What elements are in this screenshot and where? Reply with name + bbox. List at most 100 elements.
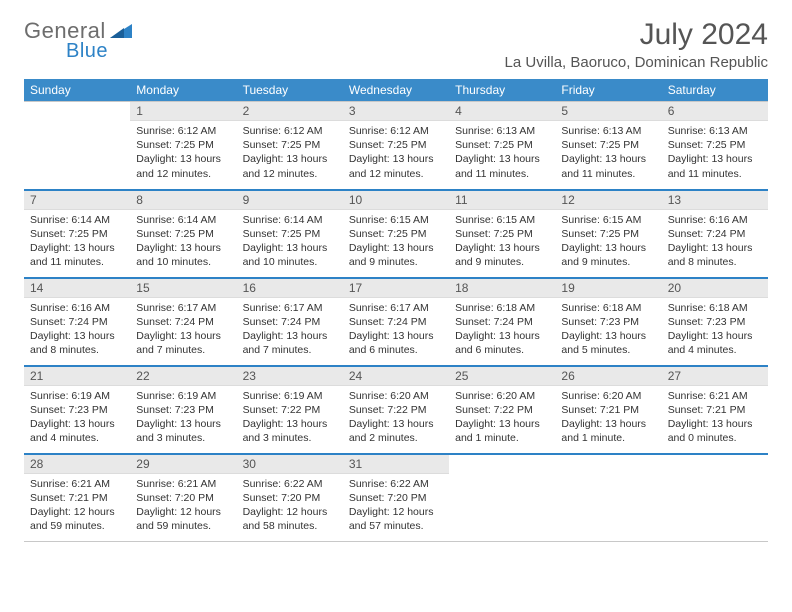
calendar-day-cell: 5Sunrise: 6:13 AMSunset: 7:25 PMDaylight…: [555, 102, 661, 190]
sunrise-text: Sunrise: 6:17 AM: [136, 301, 230, 315]
day-number: 24: [343, 367, 449, 386]
sunrise-text: Sunrise: 6:18 AM: [561, 301, 655, 315]
calendar-day-cell: 7Sunrise: 6:14 AMSunset: 7:25 PMDaylight…: [24, 190, 130, 278]
sunset-text: Sunset: 7:25 PM: [561, 227, 655, 241]
day-number: 23: [237, 367, 343, 386]
sunrise-text: Sunrise: 6:20 AM: [349, 389, 443, 403]
day-number: 26: [555, 367, 661, 386]
day-number: 7: [24, 191, 130, 210]
sunset-text: Sunset: 7:22 PM: [455, 403, 549, 417]
day-detail: Sunrise: 6:20 AMSunset: 7:22 PMDaylight:…: [449, 386, 555, 450]
day-detail: Sunrise: 6:22 AMSunset: 7:20 PMDaylight:…: [343, 474, 449, 538]
daylight-text: Daylight: 13 hours and 0 minutes.: [668, 417, 762, 445]
day-number: [24, 102, 130, 106]
sunset-text: Sunset: 7:25 PM: [668, 138, 762, 152]
day-detail: Sunrise: 6:19 AMSunset: 7:22 PMDaylight:…: [237, 386, 343, 450]
sunrise-text: Sunrise: 6:15 AM: [561, 213, 655, 227]
day-number: 12: [555, 191, 661, 210]
day-detail: Sunrise: 6:18 AMSunset: 7:23 PMDaylight:…: [555, 298, 661, 362]
sunrise-text: Sunrise: 6:18 AM: [455, 301, 549, 315]
sunrise-text: Sunrise: 6:21 AM: [30, 477, 124, 491]
sunset-text: Sunset: 7:20 PM: [136, 491, 230, 505]
day-detail: Sunrise: 6:12 AMSunset: 7:25 PMDaylight:…: [343, 121, 449, 185]
sunrise-text: Sunrise: 6:18 AM: [668, 301, 762, 315]
calendar-day-cell: 11Sunrise: 6:15 AMSunset: 7:25 PMDayligh…: [449, 190, 555, 278]
sunset-text: Sunset: 7:20 PM: [243, 491, 337, 505]
day-number: 29: [130, 455, 236, 474]
daylight-text: Daylight: 13 hours and 12 minutes.: [243, 152, 337, 180]
day-detail: Sunrise: 6:21 AMSunset: 7:21 PMDaylight:…: [24, 474, 130, 538]
day-number: [449, 455, 555, 459]
sunset-text: Sunset: 7:25 PM: [243, 138, 337, 152]
sunset-text: Sunset: 7:22 PM: [349, 403, 443, 417]
daylight-text: Daylight: 13 hours and 12 minutes.: [136, 152, 230, 180]
sunrise-text: Sunrise: 6:12 AM: [243, 124, 337, 138]
day-detail: Sunrise: 6:14 AMSunset: 7:25 PMDaylight:…: [130, 210, 236, 274]
day-number: 30: [237, 455, 343, 474]
location-text: La Uvilla, Baoruco, Dominican Republic: [505, 54, 768, 71]
day-number: [662, 455, 768, 459]
day-detail: Sunrise: 6:16 AMSunset: 7:24 PMDaylight:…: [662, 210, 768, 274]
sunrise-text: Sunrise: 6:14 AM: [30, 213, 124, 227]
sunrise-text: Sunrise: 6:12 AM: [349, 124, 443, 138]
day-number: 6: [662, 102, 768, 121]
sunset-text: Sunset: 7:21 PM: [30, 491, 124, 505]
brand-name-2: Blue: [66, 40, 108, 63]
day-detail: Sunrise: 6:13 AMSunset: 7:25 PMDaylight:…: [662, 121, 768, 185]
calendar-day-cell: 8Sunrise: 6:14 AMSunset: 7:25 PMDaylight…: [130, 190, 236, 278]
calendar-day-cell: 15Sunrise: 6:17 AMSunset: 7:24 PMDayligh…: [130, 278, 236, 366]
brand-triangle-icon: [110, 20, 132, 43]
sunrise-text: Sunrise: 6:17 AM: [243, 301, 337, 315]
calendar-day-cell: 25Sunrise: 6:20 AMSunset: 7:22 PMDayligh…: [449, 366, 555, 454]
daylight-text: Daylight: 13 hours and 10 minutes.: [136, 241, 230, 269]
calendar-day-cell: 19Sunrise: 6:18 AMSunset: 7:23 PMDayligh…: [555, 278, 661, 366]
calendar-day-cell: 31Sunrise: 6:22 AMSunset: 7:20 PMDayligh…: [343, 454, 449, 542]
day-number: 11: [449, 191, 555, 210]
daylight-text: Daylight: 13 hours and 7 minutes.: [136, 329, 230, 357]
calendar-week-row: 28Sunrise: 6:21 AMSunset: 7:21 PMDayligh…: [24, 454, 768, 542]
calendar-day-cell: 9Sunrise: 6:14 AMSunset: 7:25 PMDaylight…: [237, 190, 343, 278]
calendar-body: 1Sunrise: 6:12 AMSunset: 7:25 PMDaylight…: [24, 102, 768, 542]
daylight-text: Daylight: 13 hours and 8 minutes.: [30, 329, 124, 357]
day-number: 21: [24, 367, 130, 386]
daylight-text: Daylight: 13 hours and 1 minute.: [561, 417, 655, 445]
calendar-table: Sunday Monday Tuesday Wednesday Thursday…: [24, 79, 768, 542]
sunrise-text: Sunrise: 6:21 AM: [136, 477, 230, 491]
sunset-text: Sunset: 7:24 PM: [30, 315, 124, 329]
sunset-text: Sunset: 7:25 PM: [455, 227, 549, 241]
month-title: July 2024: [505, 18, 768, 52]
calendar-header-row: Sunday Monday Tuesday Wednesday Thursday…: [24, 79, 768, 102]
sunrise-text: Sunrise: 6:16 AM: [668, 213, 762, 227]
day-detail: Sunrise: 6:19 AMSunset: 7:23 PMDaylight:…: [24, 386, 130, 450]
day-detail: Sunrise: 6:15 AMSunset: 7:25 PMDaylight:…: [555, 210, 661, 274]
calendar-day-cell: 24Sunrise: 6:20 AMSunset: 7:22 PMDayligh…: [343, 366, 449, 454]
day-number: 13: [662, 191, 768, 210]
day-detail: Sunrise: 6:19 AMSunset: 7:23 PMDaylight:…: [130, 386, 236, 450]
sunrise-text: Sunrise: 6:19 AM: [243, 389, 337, 403]
calendar-day-cell: 26Sunrise: 6:20 AMSunset: 7:21 PMDayligh…: [555, 366, 661, 454]
sunrise-text: Sunrise: 6:20 AM: [455, 389, 549, 403]
daylight-text: Daylight: 12 hours and 57 minutes.: [349, 505, 443, 533]
daylight-text: Daylight: 12 hours and 59 minutes.: [30, 505, 124, 533]
calendar-day-cell: 29Sunrise: 6:21 AMSunset: 7:20 PMDayligh…: [130, 454, 236, 542]
sunset-text: Sunset: 7:25 PM: [349, 227, 443, 241]
sunset-text: Sunset: 7:25 PM: [136, 227, 230, 241]
sunrise-text: Sunrise: 6:22 AM: [349, 477, 443, 491]
day-detail: Sunrise: 6:17 AMSunset: 7:24 PMDaylight:…: [130, 298, 236, 362]
calendar-week-row: 1Sunrise: 6:12 AMSunset: 7:25 PMDaylight…: [24, 102, 768, 190]
day-number: 4: [449, 102, 555, 121]
daylight-text: Daylight: 13 hours and 10 minutes.: [243, 241, 337, 269]
sunset-text: Sunset: 7:25 PM: [136, 138, 230, 152]
sunrise-text: Sunrise: 6:13 AM: [455, 124, 549, 138]
day-number: 25: [449, 367, 555, 386]
day-detail: Sunrise: 6:14 AMSunset: 7:25 PMDaylight:…: [237, 210, 343, 274]
calendar-day-cell: 4Sunrise: 6:13 AMSunset: 7:25 PMDaylight…: [449, 102, 555, 190]
sunset-text: Sunset: 7:23 PM: [561, 315, 655, 329]
daylight-text: Daylight: 13 hours and 11 minutes.: [455, 152, 549, 180]
day-detail: Sunrise: 6:12 AMSunset: 7:25 PMDaylight:…: [237, 121, 343, 185]
sunset-text: Sunset: 7:24 PM: [455, 315, 549, 329]
sunset-text: Sunset: 7:24 PM: [349, 315, 443, 329]
sunrise-text: Sunrise: 6:19 AM: [30, 389, 124, 403]
day-detail: Sunrise: 6:21 AMSunset: 7:21 PMDaylight:…: [662, 386, 768, 450]
calendar-day-cell: 12Sunrise: 6:15 AMSunset: 7:25 PMDayligh…: [555, 190, 661, 278]
